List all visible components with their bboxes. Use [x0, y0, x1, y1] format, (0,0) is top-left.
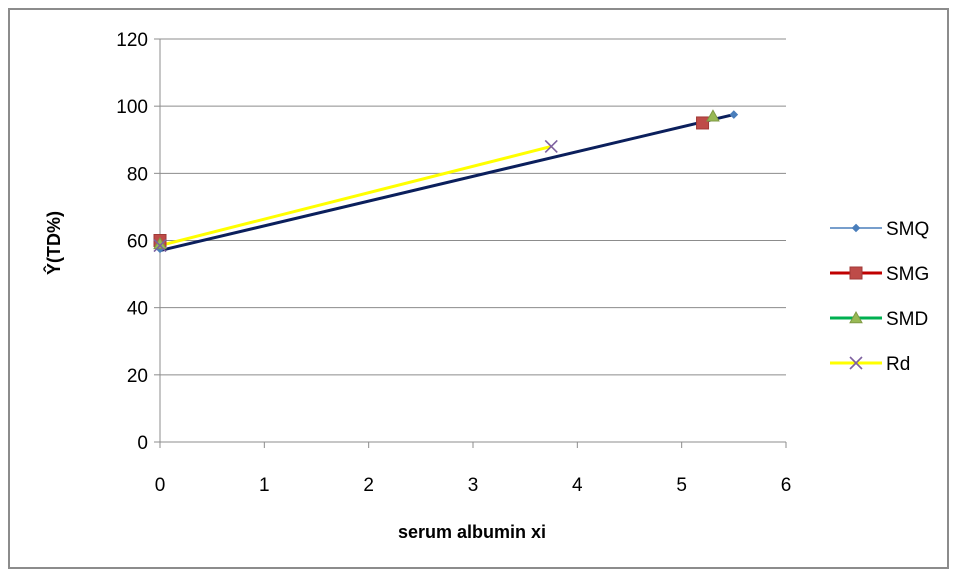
x-tick-label-0: 0	[155, 475, 166, 496]
point-smg-2	[696, 116, 710, 130]
legend-marker-smd	[849, 310, 863, 324]
legend-marker-rd-stroke-b	[849, 356, 863, 370]
legend: SMQ SMG SMD Rd	[830, 219, 929, 375]
y-tick-label-40: 40	[127, 299, 148, 320]
x-tick-label-5: 5	[676, 475, 687, 496]
legend-label-rd: Rd	[886, 354, 910, 375]
legend-marker-smq	[851, 223, 861, 233]
point-smd-2	[706, 109, 720, 122]
y-axis-title: Ŷ(TD%)	[43, 211, 64, 275]
fit-line-2	[159, 113, 735, 253]
y-tick-label-120: 120	[116, 30, 148, 51]
fit-line-1	[159, 145, 552, 247]
chart-frame	[8, 8, 949, 569]
legend-label-smd: SMD	[886, 309, 928, 330]
x-tick-label-6: 6	[781, 475, 792, 496]
legend-marker-rd	[849, 356, 863, 370]
y-tick-label-80: 80	[127, 164, 148, 185]
grid-lines	[160, 38, 786, 376]
axes: 0 20 40 60 80 100 120 0 1 2 3 4 5 6	[116, 30, 791, 496]
point-rd-1-stroke-b	[153, 238, 167, 253]
y-tick-label-60: 60	[127, 232, 148, 253]
x-tick-label-2: 2	[363, 475, 374, 496]
x-tick-label-4: 4	[572, 475, 583, 496]
point-smq-2	[729, 110, 739, 119]
legend-label-smq: SMQ	[886, 219, 929, 240]
fit-lines	[159, 113, 735, 253]
legend-label-smg: SMG	[886, 264, 929, 285]
data-points	[153, 109, 739, 254]
y-tick-label-100: 100	[116, 97, 148, 118]
y-tick-label-20: 20	[127, 366, 148, 387]
point-rd-1	[153, 238, 167, 253]
point-rd-2	[544, 139, 558, 154]
x-axis-title: serum albumin xi	[398, 522, 546, 542]
x-tick-label-1: 1	[259, 475, 270, 496]
legend-marker-smg	[849, 266, 863, 280]
x-tick-label-3: 3	[468, 475, 479, 496]
point-rd-2-stroke-b	[544, 139, 558, 154]
y-tick-label-0: 0	[137, 433, 148, 454]
